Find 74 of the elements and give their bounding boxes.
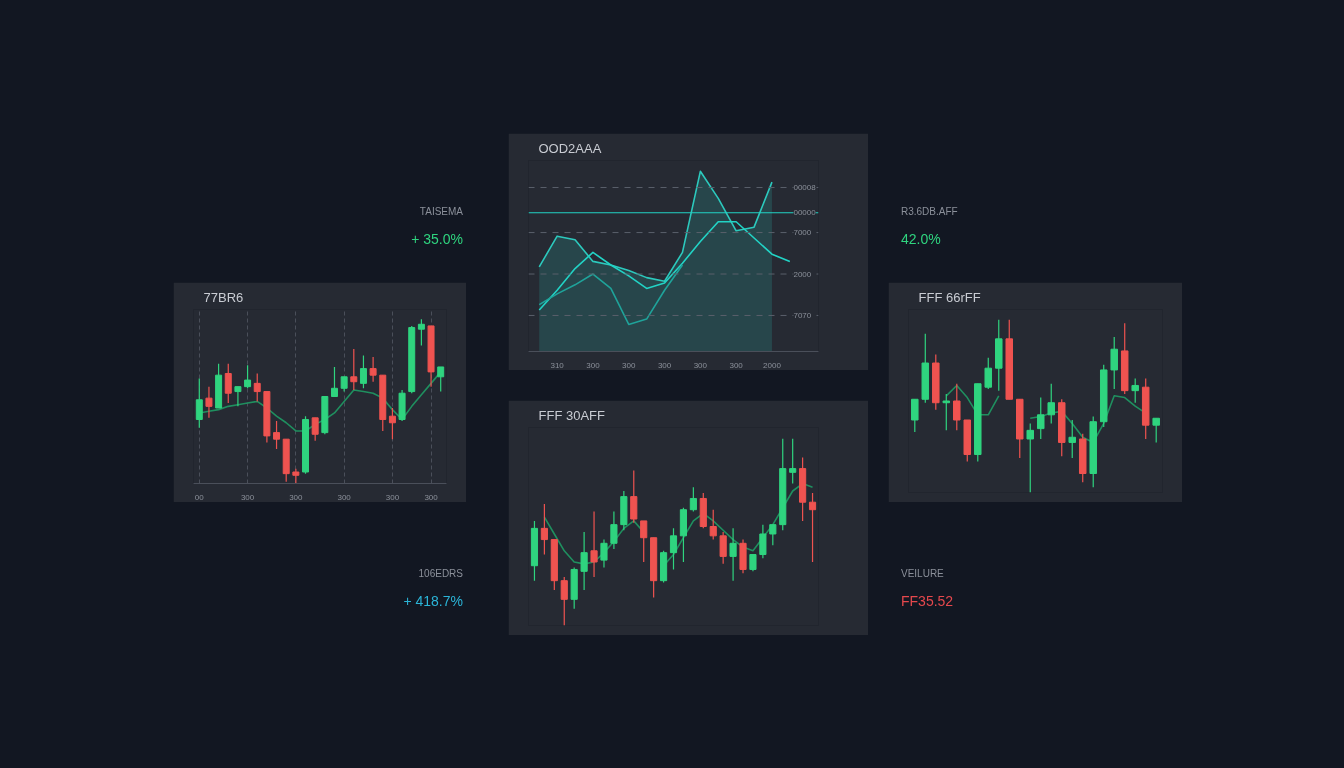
candlestick <box>600 538 608 569</box>
candlestick <box>689 486 697 513</box>
x-tick-label: 300 <box>337 492 352 502</box>
candlestick <box>417 318 425 347</box>
candlestick <box>369 356 377 383</box>
candlestick <box>1110 336 1118 390</box>
candlestick <box>953 383 961 431</box>
candlestick <box>610 510 618 550</box>
x-tick-label: 300 <box>289 492 304 502</box>
chart-title: FFF 30AFF <box>538 407 606 423</box>
candlestick <box>580 531 588 591</box>
chart-title: 77BR6 <box>203 289 244 305</box>
candlestick <box>195 377 203 429</box>
candlestick <box>1047 383 1055 425</box>
text: + 35.0% <box>410 230 463 250</box>
candlestick <box>1026 422 1035 493</box>
text: TAISEMA <box>418 205 463 219</box>
x-tick-label: 300 <box>586 360 601 370</box>
candlestick <box>942 393 951 431</box>
candlestick <box>719 531 727 565</box>
candlestick <box>350 348 358 391</box>
candlestick <box>560 576 568 626</box>
x-tick-label: 300 <box>729 360 744 370</box>
text: + 418.7% <box>402 592 463 612</box>
candlestick <box>630 469 638 524</box>
text: R3.6DB.AFF <box>901 205 959 219</box>
x-tick-label: 300 <box>657 360 672 370</box>
candlestick <box>640 520 648 563</box>
chart-title: OOD2AAA <box>538 140 602 156</box>
chart-title: FFF 66rFF <box>918 289 981 305</box>
candlestick <box>253 372 261 403</box>
x-tick-label: 310 <box>550 360 565 370</box>
annotation: 00008 <box>793 183 817 193</box>
x-tick-label: 300 <box>622 360 636 370</box>
candlestick <box>359 354 367 389</box>
x-tick-label: 2000 <box>763 360 782 370</box>
annotation: 7000 <box>793 228 812 238</box>
candlestick <box>1068 419 1076 459</box>
candlestick <box>729 527 737 582</box>
candlestick <box>244 364 252 389</box>
x-tick-label: 300 <box>385 492 400 502</box>
candlestick <box>234 386 242 407</box>
candlestick <box>1036 396 1045 440</box>
candlestick <box>292 468 300 484</box>
annotation: 7070 <box>793 310 812 320</box>
candlestick <box>808 492 817 563</box>
text: FF35.52 <box>901 592 955 612</box>
candlestick <box>205 386 213 419</box>
candlestick <box>984 357 993 390</box>
candlestick <box>769 524 777 546</box>
candlestick <box>311 417 319 442</box>
text: 106EDRS <box>417 567 463 581</box>
text: 42.0% <box>901 230 942 250</box>
candlestick <box>330 366 338 398</box>
x-tick-label: 00 <box>194 492 205 502</box>
x-tick-label: 300 <box>424 492 439 502</box>
candlestick <box>669 527 678 571</box>
annotation: 2000 <box>793 269 812 279</box>
candlestick <box>1152 417 1160 444</box>
candlestick <box>224 363 232 404</box>
candlestick <box>273 420 281 450</box>
candlestick <box>759 524 767 559</box>
x-tick-label: 300 <box>240 492 255 502</box>
candlestick <box>709 509 717 541</box>
candlestick <box>911 398 919 433</box>
candlestick <box>540 503 548 556</box>
candlestick <box>789 438 797 485</box>
candlestick <box>590 510 598 578</box>
candlestick <box>437 366 445 393</box>
annotation: 00000 <box>793 208 817 218</box>
text: VEILURE <box>901 567 945 581</box>
candlestick <box>1131 377 1139 404</box>
x-tick-label: 300 <box>693 360 708 370</box>
candlestick <box>388 407 396 440</box>
